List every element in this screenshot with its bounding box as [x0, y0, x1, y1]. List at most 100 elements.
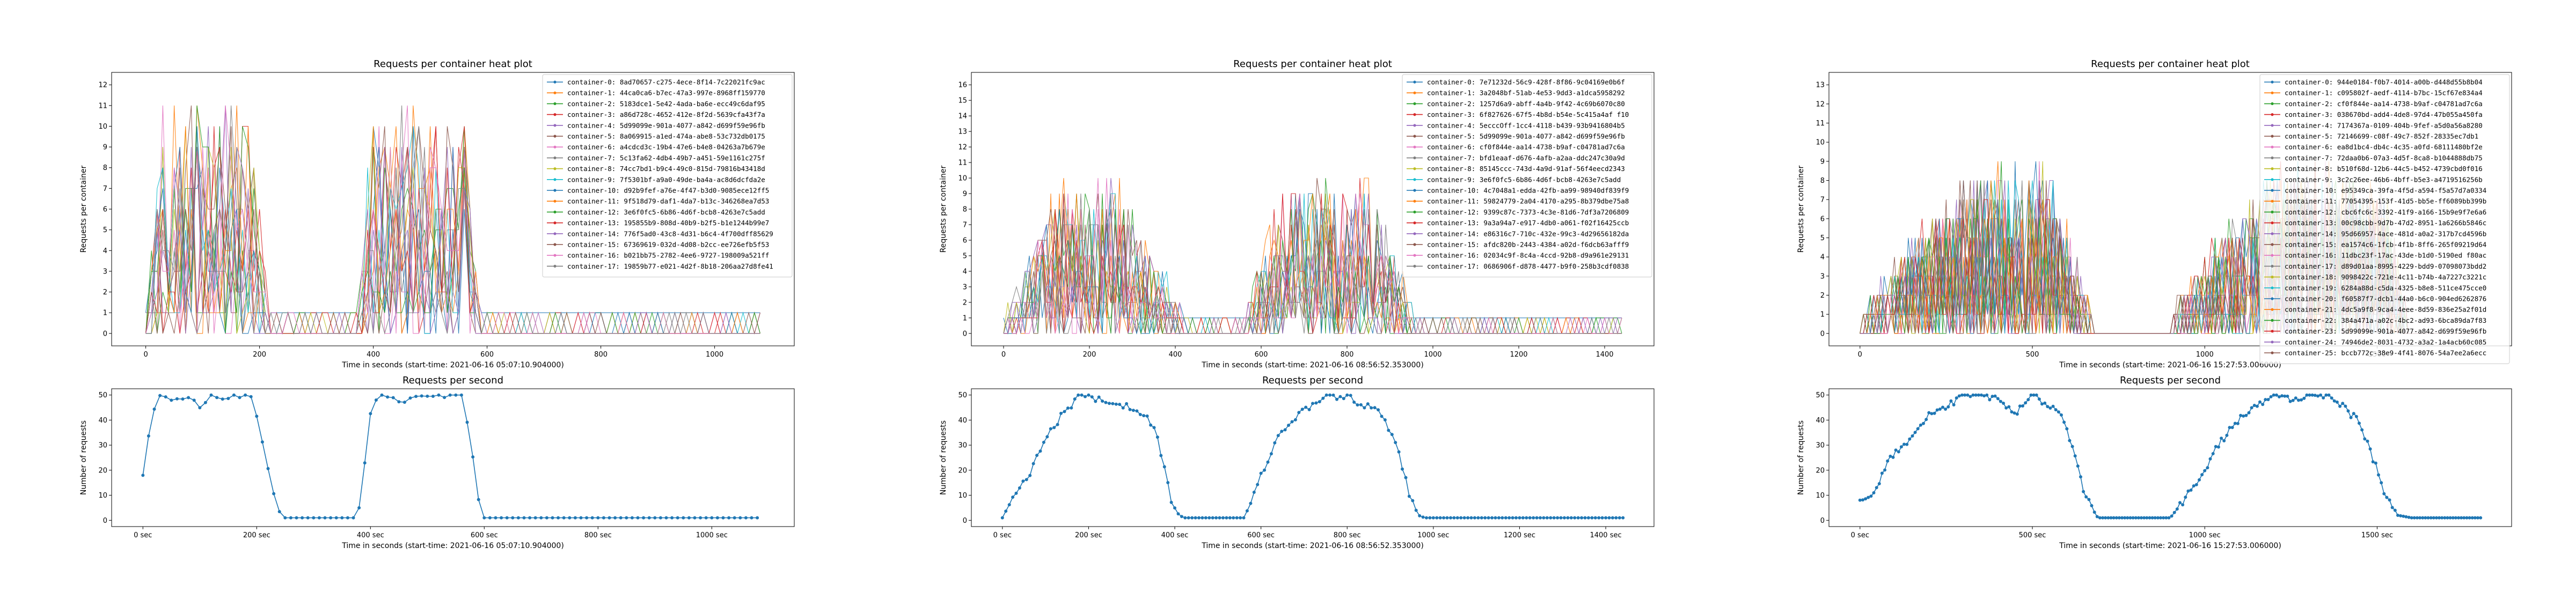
rps-point	[1445, 516, 1449, 520]
x-tick-label: 400	[1169, 351, 1182, 359]
axes-frame	[1828, 388, 2512, 527]
rps-point	[2407, 515, 2411, 519]
rps-point	[1042, 440, 1045, 444]
rps-point	[687, 516, 691, 520]
rps-point	[1201, 516, 1204, 520]
rps-point	[670, 516, 674, 520]
rps-point	[2258, 400, 2262, 404]
rps-point	[1889, 454, 1892, 458]
rps-point	[1080, 393, 1084, 397]
rps-point	[329, 516, 333, 520]
rps-point	[619, 516, 623, 520]
y-tick-label: 9	[1820, 158, 1825, 166]
y-tick-label: 40	[98, 417, 107, 425]
rps-point	[1239, 516, 1242, 520]
rps-point	[1442, 516, 1446, 520]
rps-point	[448, 393, 452, 397]
rps-point	[1607, 516, 1611, 520]
rps-point	[2037, 397, 2041, 401]
rps-point	[2024, 401, 2028, 405]
rps-point	[636, 516, 640, 520]
y-tick-label: 8	[103, 164, 107, 172]
rps-point	[1990, 395, 1994, 398]
rps-point	[1988, 398, 1992, 402]
rps-point	[1108, 402, 1111, 405]
rps-point	[2057, 410, 2060, 414]
x-tick-label: 600 sec	[471, 531, 498, 539]
rps-point	[152, 408, 156, 411]
y-tick-label: 12	[98, 82, 107, 90]
rps-point	[1877, 482, 1881, 485]
rps-point	[2145, 516, 2149, 520]
rps-point	[414, 395, 418, 398]
rps-point	[2352, 412, 2355, 416]
rps-point	[2470, 516, 2474, 520]
rps-point	[1283, 428, 1287, 432]
rps-point	[1600, 516, 1604, 520]
rps-point	[2206, 466, 2209, 470]
y-tick-label: 50	[98, 391, 107, 399]
rps-point	[1377, 408, 1380, 412]
y-tick-label: 6	[963, 236, 967, 245]
legend-entry: container-14: 776f5ad0-43c8-4d31-b6c4-4f…	[567, 230, 773, 238]
rps-point	[1190, 516, 1194, 520]
rps-point	[2264, 398, 2267, 402]
rps-point	[1621, 516, 1625, 520]
rps-point	[2128, 516, 2132, 520]
rps-point	[2335, 400, 2339, 404]
legend-marker	[553, 167, 557, 171]
rps-point	[1387, 428, 1391, 432]
x-tick-label: 1200	[1510, 351, 1527, 359]
rps-point	[596, 516, 600, 520]
rps-point	[2026, 398, 2030, 402]
rps-point	[630, 516, 634, 520]
y-tick-label: 8	[963, 206, 967, 214]
rps-point	[710, 516, 714, 520]
rps-point	[1373, 406, 1377, 410]
legend-entry: container-12: 3e6f0fc5-6b86-4d6f-bcb8-42…	[567, 208, 765, 216]
rps-point	[2079, 475, 2082, 479]
rps-point	[1556, 516, 1560, 520]
rps-point	[1966, 393, 1970, 397]
rps-point	[1418, 514, 1422, 517]
legend-entry: container-2: 5183dce1-5e42-4ada-ba6e-ecc…	[567, 100, 765, 108]
rps-point	[528, 516, 532, 520]
rps-point	[1916, 427, 1920, 431]
legend-marker	[2271, 232, 2274, 235]
legend-marker	[2271, 330, 2274, 333]
rps-point	[1911, 434, 1914, 438]
y-tick-label: 1	[103, 309, 107, 317]
x-tick-label: 1000 sec	[696, 531, 728, 539]
legend-marker	[553, 243, 557, 246]
x-axis-label: Time in seconds (start-time: 2021-06-16 …	[2059, 542, 2281, 550]
rps-point	[1183, 516, 1187, 520]
rps-point	[1145, 414, 1149, 418]
legend-marker	[1413, 254, 1416, 257]
rps-point	[1905, 442, 1909, 446]
rps-point	[1922, 421, 1925, 425]
legend-entry: container-5: 5d99099e-901a-4077-a842-d69…	[1427, 132, 1625, 140]
rps-point	[1425, 516, 1428, 520]
rps-point	[573, 516, 577, 520]
x-tick-label: 800 sec	[1334, 531, 1361, 539]
rps-point	[221, 397, 224, 401]
rps-point	[2349, 416, 2353, 419]
rps-point	[408, 396, 412, 400]
rps-point	[1121, 406, 1125, 410]
rps-point	[2393, 508, 2397, 512]
legend-entry: container-18: 9098422c-721e-4c11-b74b-4a…	[2285, 273, 2486, 281]
legend-marker	[1413, 210, 1416, 213]
rps-point	[1511, 516, 1514, 520]
rps-point	[2178, 501, 2182, 505]
rps-point	[1155, 435, 1159, 439]
rps-point	[1159, 454, 1163, 457]
rps-point	[2106, 516, 2110, 520]
rps-point	[488, 516, 492, 520]
chart-title: Requests per container heat plot	[1233, 58, 1392, 70]
legend-marker	[1413, 199, 1416, 203]
rps-point	[1880, 471, 1884, 475]
legend-entry: container-7: 72daa0b6-07a3-4d5f-8ca8-b10…	[2285, 154, 2483, 162]
rps-point	[465, 420, 469, 424]
legend-marker	[553, 189, 557, 192]
y-tick-label: 20	[958, 467, 967, 475]
